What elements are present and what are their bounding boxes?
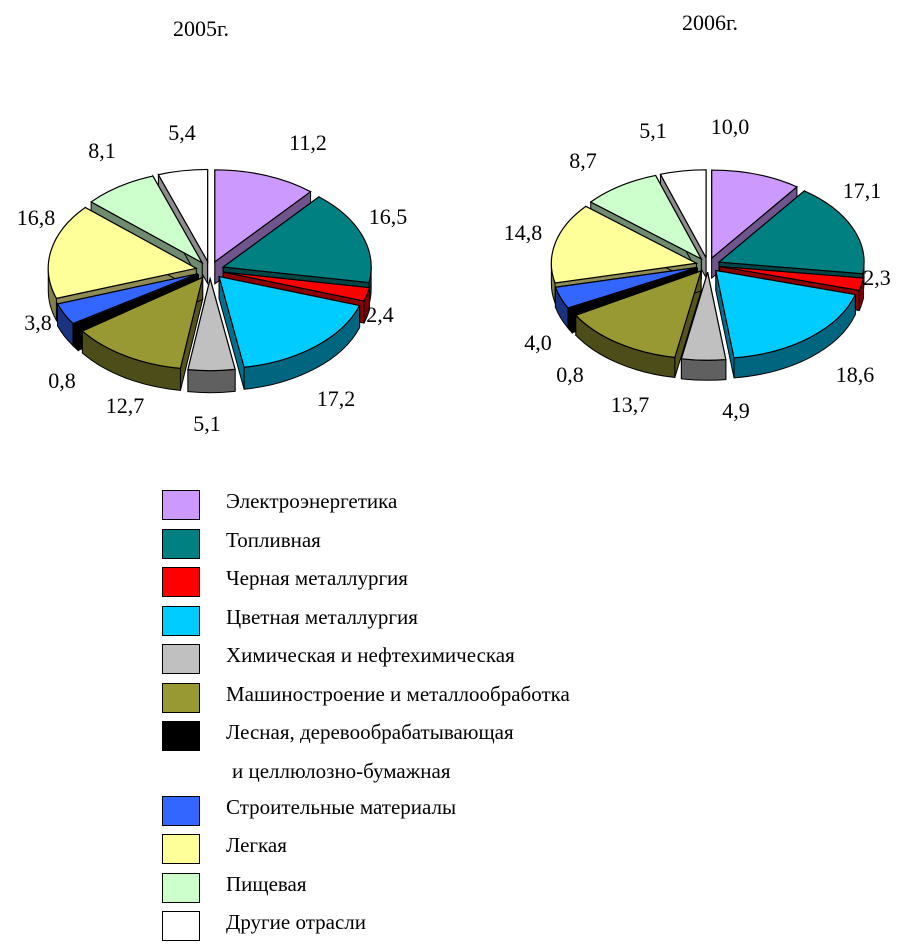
legend-swatch <box>162 911 200 941</box>
slice-value-label: 4,9 <box>722 398 750 423</box>
legend-swatch <box>162 721 200 751</box>
pie-slice <box>187 276 236 394</box>
pie-slice <box>81 276 204 391</box>
slice-value-label: 18,6 <box>836 362 875 387</box>
legend-label: Машиностроение и металлообработка <box>226 681 570 706</box>
slice-value-label: 11,2 <box>289 130 327 155</box>
chart-title-2005: 2005г. <box>173 16 230 41</box>
slice-value-label: 13,7 <box>611 392 650 417</box>
slice-value-label: 17,1 <box>843 178 882 203</box>
legend-label: Легкая <box>226 833 287 857</box>
pie-slice <box>680 272 727 381</box>
slice-value-label: 0,8 <box>556 362 584 387</box>
pie-charts-canvas: 11,2 16,5 2,4 17,2 5,1 12,7 0,8 3,8 16,8 8,1 5,4 10… <box>17 114 891 436</box>
legend-label: Пищевая <box>226 871 307 896</box>
slice-value-label: 10,0 <box>711 114 750 139</box>
slice-value-label: 2,4 <box>366 302 394 327</box>
slice-value-label: 8,1 <box>88 138 116 163</box>
legend-swatch <box>162 528 200 559</box>
slice-value-label: 14,8 <box>504 220 543 245</box>
pie-slice <box>715 269 857 379</box>
slice-value-label: 5,1 <box>639 118 667 143</box>
legend-swatch <box>162 795 200 826</box>
legend-label: Топливная <box>226 527 321 552</box>
pie-chart-2006г.: 10,0 17,1 2,3 18,6 4,9 13,7 0,84,0 14,8 8,7 5,1 <box>504 114 891 423</box>
slice-value-label: 8,7 <box>569 148 597 173</box>
legend-swatch <box>162 834 200 864</box>
slice-value-label: 16,5 <box>369 204 408 229</box>
legend-label: Цветная металлургия <box>226 604 418 629</box>
legend-label: Черная металлургия <box>226 566 408 590</box>
slice-value-label: 3,8 <box>24 310 52 335</box>
legend-swatch <box>162 605 200 636</box>
slice-value-label: 5,1 <box>193 411 221 436</box>
chart-title-2006: 2006г. <box>682 10 739 35</box>
legend-label: и целлюлозно-бумажная <box>232 758 451 783</box>
legend-swatch <box>162 490 200 520</box>
slice-value-label: 5,4 <box>168 120 196 145</box>
legend-label: Электроэнергетика <box>226 489 398 513</box>
pie-slice <box>218 275 361 390</box>
legend-label: Химическая и нефтехимическая <box>226 643 515 667</box>
slice-value-label: 0,8 <box>48 368 76 393</box>
pie-chart-2005г.: 11,2 16,5 2,4 17,2 5,1 12,7 0,8 3,8 16,8 8,1 5,4 <box>17 120 408 436</box>
legend-label: Лесная, деревообрабатывающая <box>226 720 514 744</box>
legend-label: Строительные материалы <box>226 794 457 819</box>
pie-slice <box>574 269 703 379</box>
legend-label: Другие отрасли <box>226 910 366 934</box>
legend-swatch <box>162 644 200 674</box>
slice-value-label: 2,3 <box>863 265 891 290</box>
slice-value-label: 16,8 <box>17 205 56 230</box>
legend-swatch <box>162 872 200 903</box>
slice-value-label: 4,0 <box>524 330 552 355</box>
legend-swatch <box>162 682 200 713</box>
legend-swatch <box>162 567 200 597</box>
slice-value-label: 12,7 <box>106 393 145 418</box>
slice-value-label: 17,2 <box>317 386 356 411</box>
